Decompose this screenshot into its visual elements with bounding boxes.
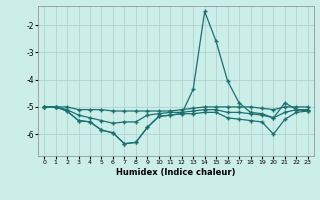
X-axis label: Humidex (Indice chaleur): Humidex (Indice chaleur) [116, 168, 236, 177]
